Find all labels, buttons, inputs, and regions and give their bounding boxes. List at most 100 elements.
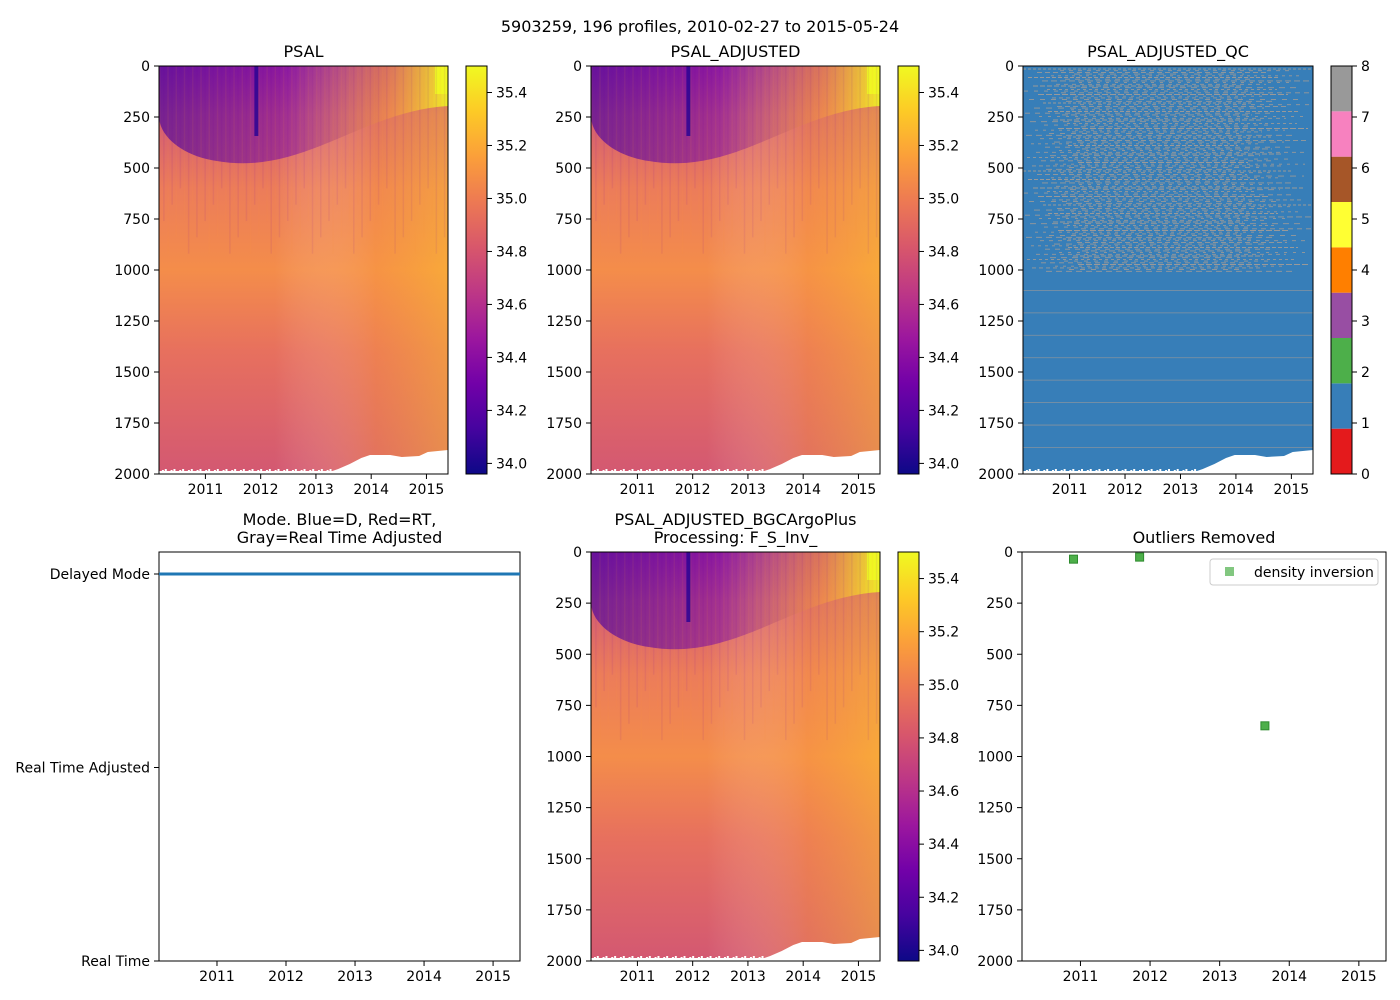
y-tick-label: 1000 [978,263,1014,279]
x-tick-label: 2015 [1341,969,1377,985]
colorbar-tick-label: 34.4 [496,350,527,366]
colorbar-tick-label: 2 [1361,365,1370,381]
x-tick-label: 2014 [353,482,389,498]
x-tick-label: 2012 [243,482,279,498]
y-tick-label: 250 [986,596,1013,612]
axes-frame [1021,551,1387,962]
y-tick-label: 250 [123,110,150,126]
x-tick-label: 2013 [298,482,334,498]
outlier-point [1260,721,1270,731]
qc-flag-swatch [1331,111,1352,157]
panel-title: PSAL_ADJUSTED_QC [1087,42,1249,62]
y-tick-label: 1500 [546,365,582,381]
y-tick-label: 750 [123,212,150,228]
y-tick-label: 1750 [546,416,582,432]
qc-flag-swatch [1331,66,1352,112]
colorbar-tick-label: 34.0 [928,943,959,959]
y-tick-label: 500 [986,647,1013,663]
x-tick-label: 2015 [841,482,877,498]
colorbar-tick-label: 35.4 [496,85,527,101]
y-tick-label: 2000 [978,467,1014,483]
colorbar-tick-label: 7 [1361,110,1370,126]
y-tick-label: 2000 [546,954,582,970]
colorbar-tick-label: 34.2 [496,403,527,419]
y-tick-label: 250 [555,596,582,612]
no-data-region [591,937,880,961]
panel-title-line2: Processing: F_S_Inv_ [654,528,819,548]
qc-flag-swatch [1331,338,1352,384]
y-tick-label: 750 [986,698,1013,714]
x-tick-label: 2011 [1052,482,1088,498]
y-tick-label: 1500 [114,365,150,381]
high-salinity-core [159,66,448,164]
x-tick-label: 2013 [730,482,766,498]
y-tick-label: 1250 [546,801,582,817]
x-tick-label: 2013 [730,969,766,985]
panel-psal_adjusted: 2011 2012 2013 2014 2015 0 250 500 750 1000 1250 15… [546,42,959,498]
qc-flag-swatch [1331,292,1352,338]
y-tick-label: 0 [141,59,150,75]
y-tick-label: 500 [555,161,582,177]
x-tick-label: 2012 [1132,969,1168,985]
panel-outliers: 2011 2012 2013 2014 2015 0 250 500 750 1000 1250 15… [977,528,1387,985]
high-salinity-core [591,66,880,164]
y-tick-label: 2000 [546,467,582,483]
colorbar-gradient [897,65,920,475]
y-tick-label: 1000 [114,263,150,279]
y-tick-label: 1000 [977,750,1013,766]
panel-title: PSAL_ADJUSTED_BGCArgoPlus [614,510,856,530]
x-tick-label: 2012 [1107,482,1143,498]
y-tick-label: 500 [555,647,582,663]
y-tick-label: 0 [573,545,582,561]
x-tick-label: 2013 [1163,482,1199,498]
no-data-region [159,450,448,474]
y-tick-label: 750 [987,212,1014,228]
y-tick-label: 750 [555,212,582,228]
colorbar-tick-label: 34.2 [928,890,959,906]
colorbar-tick-label: 34.0 [496,456,527,472]
x-tick-label: 2011 [188,482,224,498]
colorbar-tick-label: 5 [1361,212,1370,228]
colorbar-tick-label: 0 [1361,467,1370,483]
colorbar-tick-label: 35.2 [928,625,959,641]
y-tick-label: 500 [987,161,1014,177]
y-tick-label: 1500 [977,852,1013,868]
y-tick-label: 1500 [546,852,582,868]
x-tick-label: 2014 [1271,969,1307,985]
qc-flag-swatch [1331,156,1352,202]
y-tick-label: 1250 [114,314,150,330]
y-tick-label: 1750 [546,903,582,919]
colorbar-tick-label: 35.2 [928,138,959,154]
colorbar-tick-label: 34.6 [928,297,959,313]
y-tick-label: 2000 [114,467,150,483]
y-tick-label: 2000 [977,954,1013,970]
y-tick-label: 1750 [977,903,1013,919]
colorbar-tick-label: 34.0 [928,456,959,472]
legend-label: density inversion [1254,565,1374,581]
colorbar-tick-label: 34.4 [928,837,959,853]
colorbar-tick-label: 34.2 [928,403,959,419]
colorbar-tick-label: 35.2 [496,138,527,154]
colorbar-tick-label: 34.8 [928,244,959,260]
x-tick-label: 2015 [841,969,877,985]
y-tick-label: 250 [987,110,1014,126]
y-tick-label: 1250 [546,314,582,330]
qc-flag-swatch [1331,247,1352,293]
y-tick-label: 1000 [546,263,582,279]
y-tick-label: 750 [555,698,582,714]
x-tick-label: 2014 [785,969,821,985]
colorbar-tick-label: 35.4 [928,85,959,101]
x-tick-label: 2014 [785,482,821,498]
panel-psal_adjusted_qc: 2011 2012 2013 2014 201502505007501000125015… [978,42,1370,498]
colorbar-tick-label: 6 [1361,161,1370,177]
mode-category-label: Real Time Adjusted [15,761,150,777]
mode-category-label: Real Time [81,954,150,970]
colorbar-tick-label: 34.6 [496,297,527,313]
x-tick-label: 2015 [1274,482,1310,498]
panel-psal_bgc: 2011 2012 2013 2014 2015 0 250 500 750 1000 1250 15… [546,510,959,985]
axes-frame [158,551,521,962]
x-tick-label: 2012 [268,969,304,985]
panel-mode: 2011 2012 2013 2014 2015 Mode. Blue=D, Red=RT… [15,510,521,985]
colorbar-gradient [897,551,920,962]
x-tick-label: 2014 [1218,482,1254,498]
